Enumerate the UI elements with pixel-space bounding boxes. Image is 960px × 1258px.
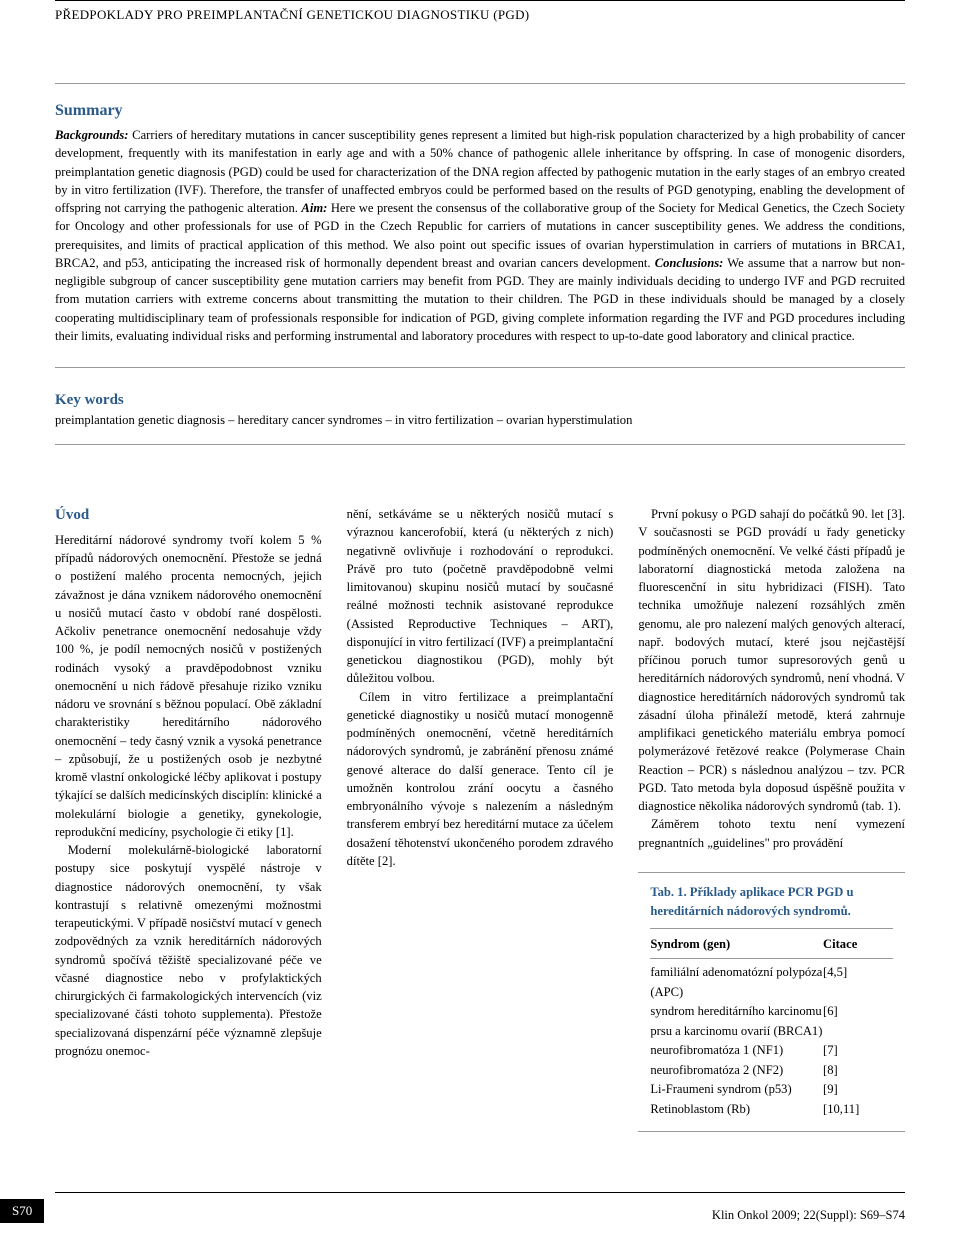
table-cell-cite: [10,11] <box>823 1100 893 1120</box>
table-row: syndrom hereditárního karcinomu prsu a k… <box>650 1002 893 1041</box>
footer-citation: Klin Onkol 2009; 22(Suppl): S69–S74 <box>712 1208 905 1223</box>
column-1: Úvod Hereditární nádorové syndromy tvoří… <box>55 505 322 1132</box>
body-columns: Úvod Hereditární nádorové syndromy tvoří… <box>55 505 905 1132</box>
table-cell-syndrome: neurofibromatóza 2 (NF2) <box>650 1061 823 1081</box>
table-cell-cite: [4,5] <box>823 963 893 1002</box>
col1-para1: Hereditární nádorové syndromy tvoří kole… <box>55 531 322 841</box>
running-header: PŘEDPOKLADY PRO PREIMPLANTAČNÍ GENETICKO… <box>55 0 905 23</box>
table-row: familiální adenomatózní polypóza (APC)[4… <box>650 963 893 1002</box>
summary-box: Summary Backgrounds: Carriers of heredit… <box>55 83 905 368</box>
table-row: Li-Fraumeni syndrom (p53)[9] <box>650 1080 893 1100</box>
table-header: Syndrom (gen) Citace <box>650 935 893 960</box>
table-cell-syndrome: syndrom hereditárního karcinomu prsu a k… <box>650 1002 823 1041</box>
column-2: nění, setkáváme se u některých nosičů mu… <box>347 505 614 1132</box>
table-1: Tab. 1. Příklady aplikace PCR PGD u here… <box>638 872 905 1133</box>
col3-para2: Záměrem tohoto textu není vymezení pregn… <box>638 815 905 852</box>
keywords-heading: Key words <box>55 392 905 409</box>
column-3: První pokusy o PGD sahají do počátků 90.… <box>638 505 905 1132</box>
table-header-col1: Syndrom (gen) <box>650 935 823 955</box>
col2-para2: Cílem in vitro fertilizace a preimplanta… <box>347 688 614 871</box>
table-row: neurofibromatóza 2 (NF2)[8] <box>650 1061 893 1081</box>
table-cell-syndrome: Retinoblastom (Rb) <box>650 1100 823 1120</box>
table-caption: Tab. 1. Příklady aplikace PCR PGD u here… <box>650 883 893 929</box>
table-cell-syndrome: Li-Fraumeni syndrom (p53) <box>650 1080 823 1100</box>
table-cell-cite: [9] <box>823 1080 893 1100</box>
table-row: neurofibromatóza 1 (NF1)[7] <box>650 1041 893 1061</box>
page-footer: S70 Klin Onkol 2009; 22(Suppl): S69–S74 <box>55 1192 905 1223</box>
table-rows: familiální adenomatózní polypóza (APC)[4… <box>650 963 893 1119</box>
summary-body: Carriers of hereditary mutations in canc… <box>55 128 905 343</box>
keywords-box: Key words preimplantation genetic diagno… <box>55 392 905 445</box>
col2-para1: nění, setkáváme se u některých nosičů mu… <box>347 505 614 688</box>
uvod-heading: Úvod <box>55 505 322 527</box>
table-row: Retinoblastom (Rb)[10,11] <box>650 1100 893 1120</box>
col3-para1: První pokusy o PGD sahají do počátků 90.… <box>638 505 905 815</box>
table-cell-cite: [6] <box>823 1002 893 1041</box>
table-cell-cite: [8] <box>823 1061 893 1081</box>
table-cell-syndrome: neurofibromatóza 1 (NF1) <box>650 1041 823 1061</box>
table-header-col2: Citace <box>823 935 893 955</box>
keywords-text: preimplantation genetic diagnosis – here… <box>55 413 905 428</box>
table-cell-cite: [7] <box>823 1041 893 1061</box>
summary-text: Backgrounds: Carriers of hereditary muta… <box>55 126 905 345</box>
table-cell-syndrome: familiální adenomatózní polypóza (APC) <box>650 963 823 1002</box>
summary-heading: Summary <box>55 102 905 120</box>
col1-para2: Moderní molekulárně-biologické laborator… <box>55 841 322 1060</box>
page-number: S70 <box>0 1199 44 1223</box>
running-title: PŘEDPOKLADY PRO PREIMPLANTAČNÍ GENETICKO… <box>55 7 905 23</box>
